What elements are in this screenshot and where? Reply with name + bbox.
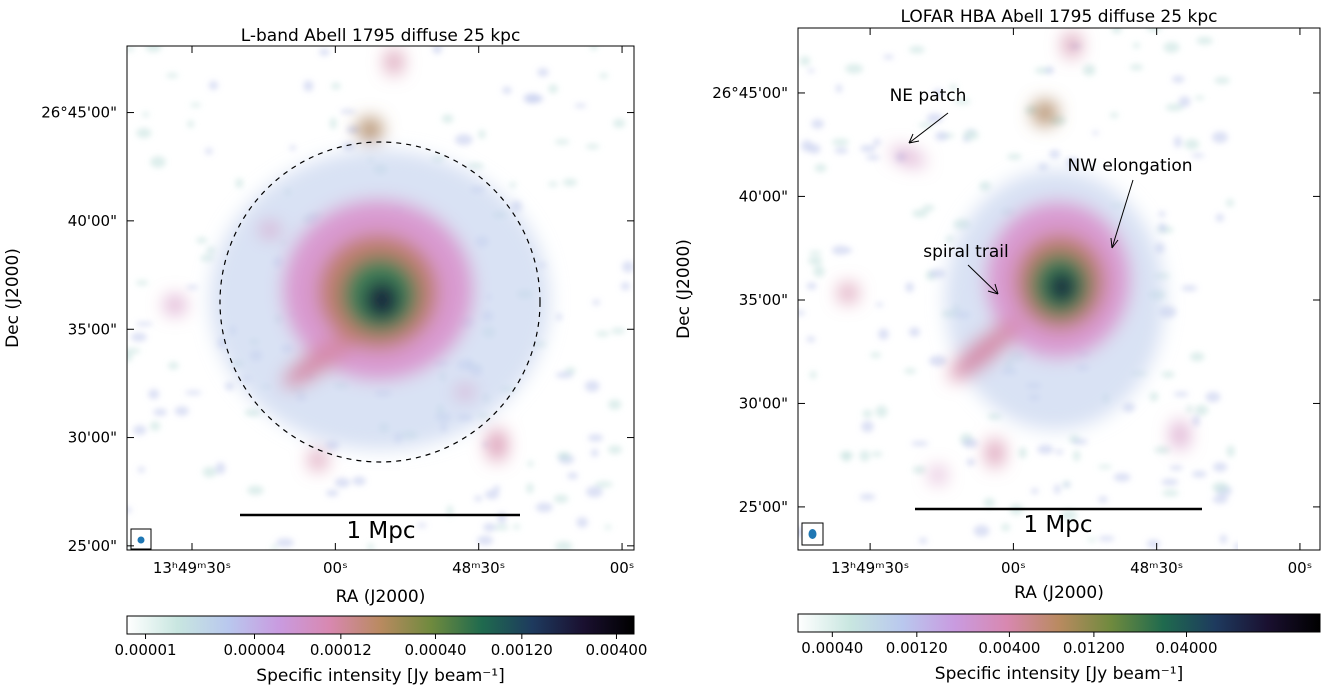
colorbar-tick-label: 0.00040 — [801, 639, 863, 657]
annotation-arrow — [908, 112, 949, 144]
beam — [137, 536, 145, 544]
colorbar-tick-label: 0.00004 — [223, 641, 285, 659]
x-tick-label: 13ʰ49ᵐ30ˢ — [153, 559, 231, 577]
colorbar-tick-label: 0.00400 — [978, 639, 1040, 657]
colorbar-tick-label: 0.00120 — [886, 639, 948, 657]
y-tick-label: 30'00" — [739, 394, 788, 412]
x-tick-label: 48ᵐ30ˢ — [452, 559, 505, 577]
annotation: spiral trail — [923, 242, 1008, 262]
colorbar-tick-label: 0.00012 — [310, 641, 372, 659]
scale-bar-label: 1 Mpc — [346, 518, 415, 544]
x-tick-label: 00ˢ — [323, 559, 348, 577]
annotation-arrow — [967, 264, 999, 295]
beam — [808, 529, 817, 539]
colorbar-tick-label: 0.01200 — [1063, 639, 1125, 657]
y-tick-label: 25'00" — [739, 498, 788, 516]
y-tick-label: 40'00" — [68, 212, 117, 230]
x-axis-label: RA (J2000) — [336, 587, 426, 607]
colorbar-tick-label: 0.00001 — [115, 641, 177, 659]
colorbar-label: Specific intensity [Jy beam⁻¹] — [256, 666, 504, 686]
colorbar-tick-label: 0.00040 — [404, 641, 466, 659]
axes-frame — [797, 27, 1321, 551]
annotation: NE patch — [890, 86, 967, 106]
x-tick-label: 00ˢ — [1288, 559, 1313, 577]
y-tick-label: 35'00" — [68, 320, 117, 338]
y-axis-label: Dec (J2000) — [674, 239, 694, 339]
x-tick-label: 13ʰ49ᵐ30ˢ — [831, 559, 909, 577]
radio-image-right — [798, 28, 1238, 550]
chart-title: LOFAR HBA Abell 1795 diffuse 25 kpc — [901, 7, 1218, 27]
y-tick-label: 35'00" — [739, 291, 788, 309]
colorbar-tick-label: 0.00400 — [585, 641, 647, 659]
colorbar-tick-label: 0.00120 — [491, 641, 553, 659]
y-tick-label: 30'00" — [68, 429, 117, 447]
x-axis-label: RA (J2000) — [1014, 583, 1104, 603]
colorbar-label: Specific intensity [Jy beam⁻¹] — [935, 664, 1183, 684]
annotation-arrow — [1111, 179, 1134, 249]
x-tick-label: 00ˢ — [610, 559, 635, 577]
annotation: NW elongation — [1067, 156, 1192, 176]
chart-title: L-band Abell 1795 diffuse 25 kpc — [241, 26, 521, 46]
y-tick-label: 40'00" — [739, 187, 788, 205]
colorbar-tick-label: 0.04000 — [1155, 639, 1217, 657]
y-axis-label: Dec (J2000) — [3, 248, 23, 348]
scale-bar-label: 1 Mpc — [1023, 512, 1092, 538]
y-tick-label: 26°45'00" — [712, 84, 788, 102]
colorbar — [126, 615, 635, 635]
x-tick-label: 48ᵐ30ˢ — [1130, 559, 1183, 577]
radio-image-left — [127, 46, 634, 550]
y-tick-label: 25'00" — [68, 537, 117, 555]
colorbar — [797, 613, 1321, 633]
x-tick-label: 00ˢ — [1001, 559, 1026, 577]
y-tick-label: 26°45'00" — [41, 104, 117, 122]
axes-frame — [126, 45, 635, 551]
